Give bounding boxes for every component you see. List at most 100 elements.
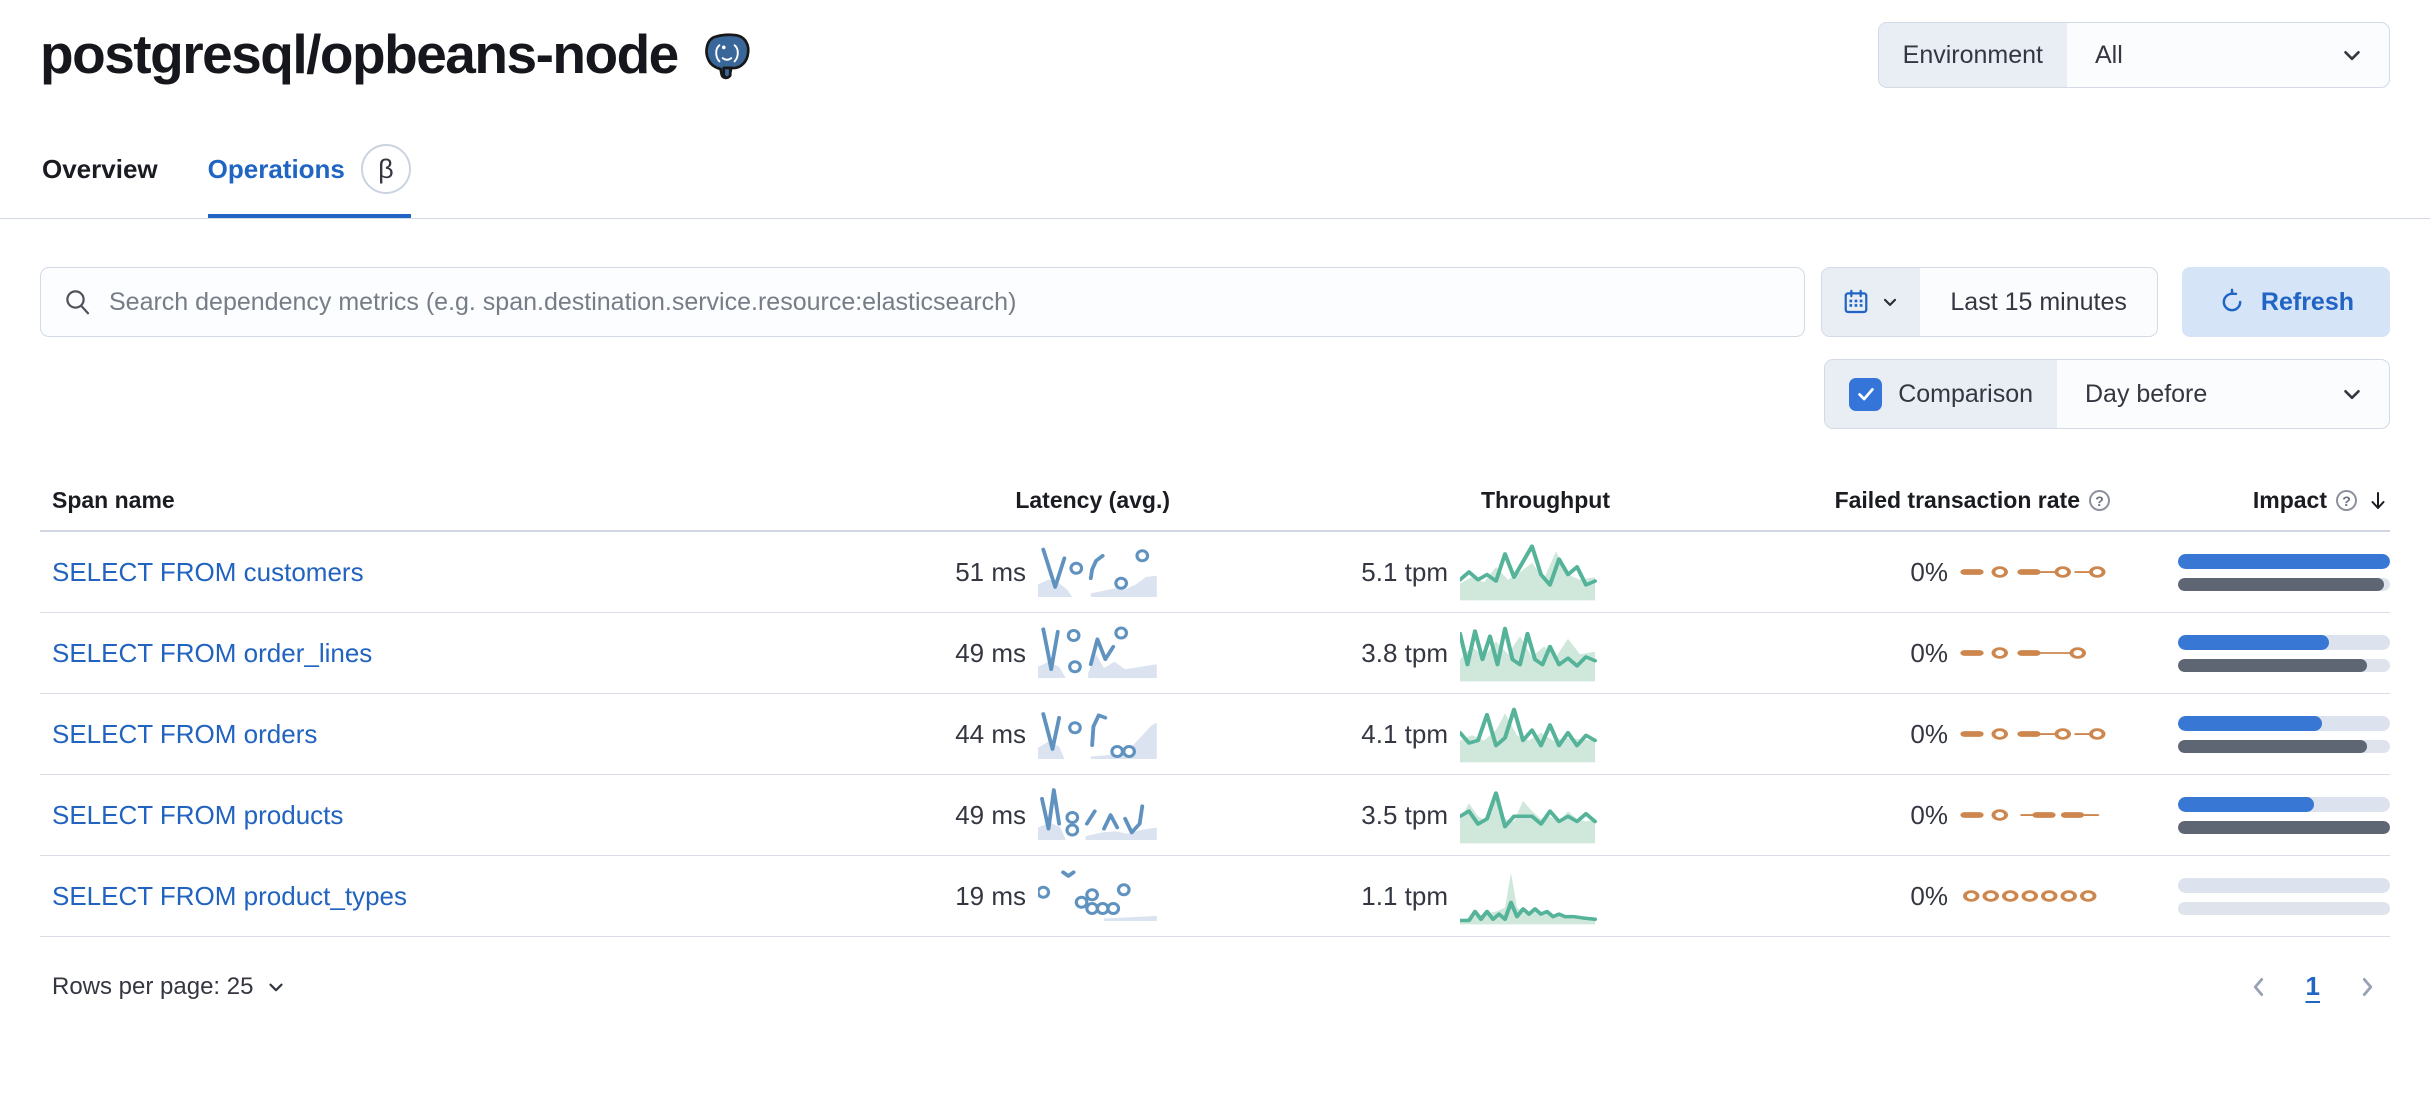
previous-page-button[interactable] bbox=[2246, 974, 2272, 1000]
impact-bars bbox=[2178, 634, 2390, 672]
page-title: postgresql/opbeans-node bbox=[40, 23, 679, 85]
tab-bar: Overview Operations β bbox=[40, 144, 2390, 218]
throughput-value: 1.1 tpm bbox=[1361, 880, 1448, 911]
throughput-cell: 1.1 tpm bbox=[1170, 865, 1610, 927]
latency-cell: 49 ms bbox=[730, 623, 1170, 683]
table-row: SELECT FROM order_lines 49 ms 3.8 tpm 0% bbox=[40, 613, 2390, 694]
next-page-button[interactable] bbox=[2354, 974, 2380, 1000]
impact-bars bbox=[2178, 553, 2390, 591]
tabs-divider bbox=[0, 218, 2430, 219]
chevron-left-icon bbox=[2253, 977, 2263, 996]
throughput-cell: 5.1 tpm bbox=[1170, 541, 1610, 603]
failed-rate-sparkline bbox=[1960, 728, 2106, 740]
operations-table: Span name Latency (avg.) Throughput Fail… bbox=[40, 481, 2390, 937]
throughput-value: 4.1 tpm bbox=[1361, 718, 1448, 749]
throughput-cell: 3.5 tpm bbox=[1170, 784, 1610, 846]
throughput-value: 5.1 tpm bbox=[1361, 556, 1448, 587]
impact-cell bbox=[2110, 877, 2390, 915]
failed-rate-value: 0% bbox=[1910, 799, 1948, 830]
comparison-row: Comparison Day before bbox=[40, 359, 2390, 429]
tab-operations[interactable]: Operations β bbox=[207, 144, 411, 218]
failed-rate-value: 0% bbox=[1910, 556, 1948, 587]
latency-value: 49 ms bbox=[955, 799, 1026, 830]
impact-cell bbox=[2110, 553, 2390, 591]
help-icon[interactable]: ? bbox=[2336, 490, 2357, 511]
date-quick-select-button[interactable] bbox=[1822, 268, 1921, 336]
span-name-link[interactable]: SELECT FROM product_types bbox=[52, 880, 407, 911]
pagination: 1 bbox=[2246, 971, 2380, 1002]
impact-cell bbox=[2110, 796, 2390, 834]
failed-rate-sparkline bbox=[1960, 647, 2087, 659]
help-icon[interactable]: ? bbox=[2089, 490, 2110, 511]
environment-value: All bbox=[2095, 40, 2123, 69]
col-header-impact[interactable]: Impact ? bbox=[2110, 487, 2390, 514]
span-name-link[interactable]: SELECT FROM products bbox=[52, 799, 344, 830]
environment-select[interactable]: Environment All bbox=[1877, 22, 2390, 88]
latency-cell: 44 ms bbox=[730, 704, 1170, 764]
chevron-down-icon bbox=[1884, 298, 1897, 306]
page-number[interactable]: 1 bbox=[2305, 971, 2320, 1001]
table-row: SELECT FROM products 49 ms 3.5 tpm 0% bbox=[40, 775, 2390, 856]
impact-previous-bar bbox=[2178, 658, 2367, 672]
latency-sparkline bbox=[1038, 626, 1157, 678]
failed-rate-cell: 0% bbox=[1610, 628, 2110, 678]
failed-rate-sparkline bbox=[1960, 809, 2100, 821]
table-footer: Rows per page: 25 1 bbox=[40, 971, 2390, 1002]
throughput-value: 3.5 tpm bbox=[1361, 799, 1448, 830]
comparison-select[interactable]: Day before bbox=[2057, 360, 2389, 428]
search-input[interactable] bbox=[109, 287, 1783, 317]
span-name-link[interactable]: SELECT FROM orders bbox=[52, 718, 318, 749]
failed-rate-value: 0% bbox=[1910, 718, 1948, 749]
comparison-value: Day before bbox=[2085, 379, 2208, 408]
rows-per-page-label: Rows per page: 25 bbox=[52, 972, 254, 1000]
latency-cell: 49 ms bbox=[730, 785, 1170, 845]
throughput-cell: 4.1 tpm bbox=[1170, 703, 1610, 765]
check-icon bbox=[1857, 388, 1874, 401]
latency-cell: 19 ms bbox=[730, 866, 1170, 926]
span-name-link[interactable]: SELECT FROM order_lines bbox=[52, 637, 373, 668]
impact-bars bbox=[2178, 796, 2390, 834]
impact-previous-bar bbox=[2178, 820, 2390, 834]
failed-rate-sparkline bbox=[1963, 890, 2097, 902]
postgresql-icon bbox=[705, 33, 750, 80]
chevron-down-icon bbox=[2344, 389, 2360, 400]
refresh-label: Refresh bbox=[2260, 287, 2354, 316]
latency-value: 19 ms bbox=[955, 880, 1026, 911]
chevron-down-icon bbox=[2344, 50, 2360, 61]
throughput-sparkline bbox=[1460, 707, 1598, 763]
impact-current-bar bbox=[2178, 715, 2323, 731]
refresh-button[interactable]: Refresh bbox=[2181, 267, 2390, 337]
rows-per-page-button[interactable]: Rows per page: 25 bbox=[52, 973, 287, 1001]
comparison-label: Comparison bbox=[1898, 379, 2033, 408]
comparison-control: Comparison Day before bbox=[1824, 359, 2390, 429]
tab-overview[interactable]: Overview bbox=[42, 144, 158, 218]
throughput-sparkline bbox=[1460, 626, 1598, 682]
throughput-cell: 3.8 tpm bbox=[1170, 622, 1610, 684]
date-picker: Last 15 minutes bbox=[1821, 267, 2158, 337]
failed-rate-value: 0% bbox=[1910, 637, 1948, 668]
latency-value: 51 ms bbox=[955, 556, 1026, 587]
impact-bars bbox=[2178, 715, 2390, 753]
col-header-failed-rate: Failed transaction rate ? bbox=[1610, 487, 2110, 514]
impact-cell bbox=[2110, 634, 2390, 672]
time-range-value[interactable]: Last 15 minutes bbox=[1950, 287, 2127, 316]
latency-sparkline bbox=[1038, 547, 1157, 597]
comparison-checkbox[interactable] bbox=[1849, 377, 1883, 411]
table-row: SELECT FROM orders 44 ms 4.1 tpm 0% bbox=[40, 694, 2390, 775]
page-header: postgresql/opbeans-node Environment All bbox=[40, 22, 2390, 88]
impact-current-bar bbox=[2178, 634, 2329, 650]
latency-value: 44 ms bbox=[955, 718, 1026, 749]
throughput-sparkline bbox=[1460, 872, 1598, 925]
throughput-value: 3.8 tpm bbox=[1361, 637, 1448, 668]
failed-rate-cell: 0% bbox=[1610, 709, 2110, 759]
dependency-operations-page: postgresql/opbeans-node Environment All bbox=[0, 22, 2430, 1002]
impact-cell bbox=[2110, 715, 2390, 753]
throughput-sparkline bbox=[1460, 791, 1598, 844]
latency-sparkline bbox=[1038, 870, 1157, 921]
throughput-sparkline bbox=[1460, 544, 1598, 601]
latency-sparkline bbox=[1038, 712, 1157, 759]
sort-desc-icon bbox=[2371, 491, 2385, 509]
elephant-eye bbox=[721, 45, 726, 50]
span-name-link[interactable]: SELECT FROM customers bbox=[52, 556, 364, 587]
impact-current-bar bbox=[2178, 553, 2390, 569]
